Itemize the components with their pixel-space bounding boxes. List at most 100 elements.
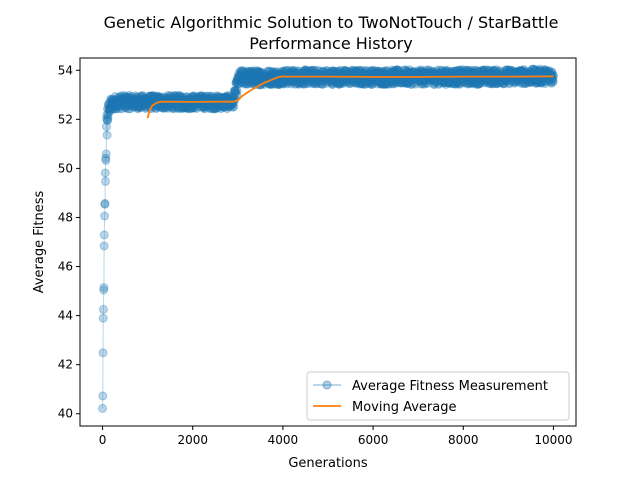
measurement-point [175,91,185,101]
measurement-point [251,66,261,76]
measurement-point [344,67,354,76]
measurement-point [342,67,352,77]
measurement-point [174,91,184,100]
measurement-point [347,65,357,75]
measurement-point [263,67,273,77]
measurement-point [123,93,133,103]
measurement-point [104,104,114,114]
measurement-point [145,92,155,102]
measurement-point [139,97,149,107]
measurement-point [257,68,267,77]
measurement-point [249,78,259,88]
measurement-point [224,102,234,112]
measurement-point [121,98,131,108]
measurement-point [354,77,364,87]
measurement-point [126,95,136,105]
measurement-point [105,106,114,116]
measurement-point [113,97,123,107]
measurement-point [246,67,256,77]
measurement-point [142,95,152,105]
measurement-point [138,101,148,110]
measurement-point [233,79,243,89]
measurement-point [165,91,175,101]
measurement-point [101,153,111,163]
measurement-point [143,98,153,108]
measurement-point [267,68,277,78]
measurement-point [132,98,142,107]
measurement-point [116,97,126,107]
measurement-point [127,97,137,107]
measurement-point [234,72,244,81]
measurement-point [178,102,188,112]
x-tick-label: 6000 [358,433,389,447]
measurement-point [356,66,366,75]
measurement-point [233,74,243,84]
measurement-point [137,99,147,109]
measurement-point [252,73,261,83]
measurement-point [189,92,199,101]
measurement-point [332,78,342,88]
measurement-point [103,112,113,122]
measurement-point [135,94,145,104]
measurement-point [173,102,183,112]
measurement-point [129,99,139,109]
measurement-point [363,66,372,76]
measurement-point [295,77,305,87]
measurement-point [135,101,145,111]
measurement-point [125,96,135,106]
measurement-point [248,79,258,89]
x-tick-label: 4000 [268,433,299,447]
measurement-point [244,75,254,85]
measurement-point [131,95,141,104]
measurement-point [253,68,263,78]
measurement-point [154,92,164,102]
measurement-point [117,92,126,102]
measurement-point [295,77,305,87]
measurement-point [335,79,345,88]
measurement-point [294,79,304,89]
measurement-point [274,79,284,89]
measurement-point [173,104,183,113]
measurement-point [110,99,120,109]
measurement-point [120,92,130,102]
measurement-point [253,67,263,76]
measurement-point [263,71,273,81]
measurement-point [114,104,124,114]
measurement-point [111,101,121,110]
measurement-point [283,66,293,76]
measurement-point [249,68,259,78]
measurement-point [308,65,318,75]
measurement-point [148,94,158,104]
measurement-point [258,72,268,82]
measurement-point [301,66,311,76]
measurement-point [121,101,131,111]
measurement-point [262,71,272,81]
measurement-point [200,104,210,114]
measurement-point [356,65,366,75]
measurement-point [256,73,266,83]
measurement-point [151,92,161,102]
measurement-point [216,104,226,114]
y-tick-label: 42 [58,358,73,372]
measurement-point [252,69,262,79]
measurement-point [182,103,192,113]
chart-title-line1: Genetic Algorithmic Solution to TwoNotTo… [104,13,559,32]
measurement-point [129,100,139,110]
measurement-point [186,103,196,113]
y-axis-label: Average Fitness [32,191,47,294]
measurement-point [112,100,122,110]
measurement-point [250,76,260,86]
measurement-point [241,79,251,89]
measurement-point [159,92,169,102]
measurement-point [126,97,136,107]
measurement-point [179,103,188,113]
measurement-point [278,78,288,88]
measurement-point [137,92,146,102]
measurement-point [133,104,143,114]
measurement-point [137,101,147,111]
measurement-point [125,104,135,114]
measurement-point [241,71,250,81]
measurement-point [118,99,128,108]
measurement-point [260,73,270,82]
measurement-point [237,78,247,88]
